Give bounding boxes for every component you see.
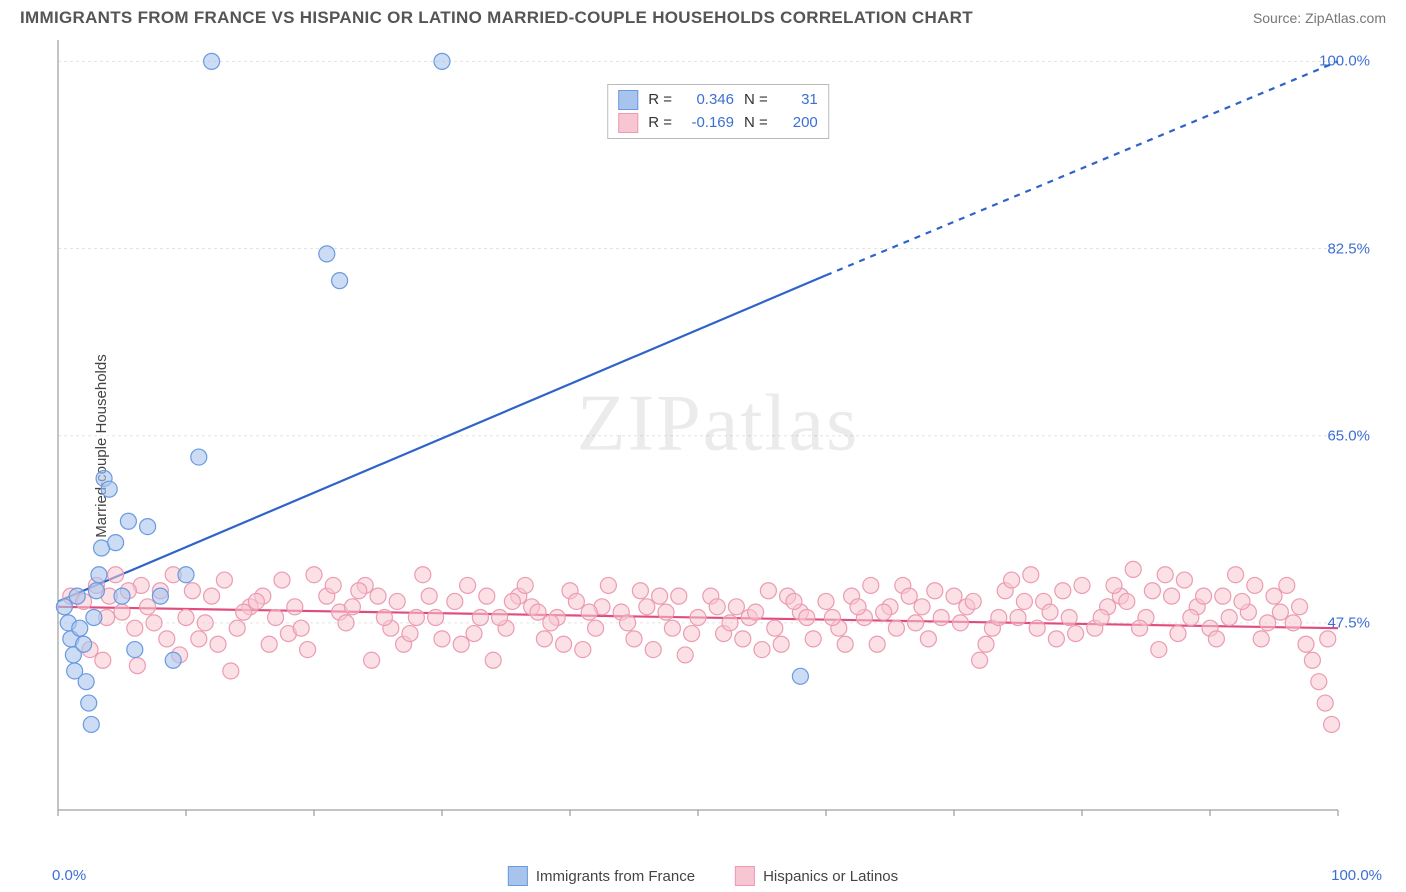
- y-tick-label: 100.0%: [1319, 53, 1370, 70]
- legend-label-france: Immigrants from France: [536, 868, 695, 885]
- scatter-plot-svg: [48, 40, 1388, 840]
- legend-row-pink: R = -0.169 N = 200: [618, 112, 818, 135]
- n-value-blue: 31: [778, 89, 818, 112]
- x-axis-max-label: 100.0%: [1331, 867, 1382, 884]
- chart-title: IMMIGRANTS FROM FRANCE VS HISPANIC OR LA…: [20, 8, 973, 28]
- legend-swatch-pink: [618, 113, 638, 133]
- legend-row-blue: R = 0.346 N = 31: [618, 89, 818, 112]
- y-tick-label: 65.0%: [1327, 427, 1370, 444]
- r-value-blue: 0.346: [682, 89, 734, 112]
- correlation-legend: R = 0.346 N = 31 R = -0.169 N = 200: [607, 84, 829, 139]
- x-axis-min-label: 0.0%: [52, 867, 86, 884]
- y-tick-label: 47.5%: [1327, 614, 1370, 631]
- series-legend: Immigrants from France Hispanics or Lati…: [508, 866, 898, 886]
- legend-label-hispanic: Hispanics or Latinos: [763, 868, 898, 885]
- r-label: R =: [648, 89, 672, 112]
- legend-swatch-blue: [618, 90, 638, 110]
- legend-swatch-icon: [735, 866, 755, 886]
- legend-item-hispanic: Hispanics or Latinos: [735, 866, 898, 886]
- r-label: R =: [648, 112, 672, 135]
- legend-swatch-icon: [508, 866, 528, 886]
- chart-area: ZIPatlas R = 0.346 N = 31 R = -0.169 N =…: [48, 40, 1388, 840]
- source-attribution: Source: ZipAtlas.com: [1253, 10, 1386, 26]
- y-tick-label: 82.5%: [1327, 240, 1370, 257]
- legend-item-france: Immigrants from France: [508, 866, 695, 886]
- n-label: N =: [744, 89, 768, 112]
- n-value-pink: 200: [778, 112, 818, 135]
- r-value-pink: -0.169: [682, 112, 734, 135]
- n-label: N =: [744, 112, 768, 135]
